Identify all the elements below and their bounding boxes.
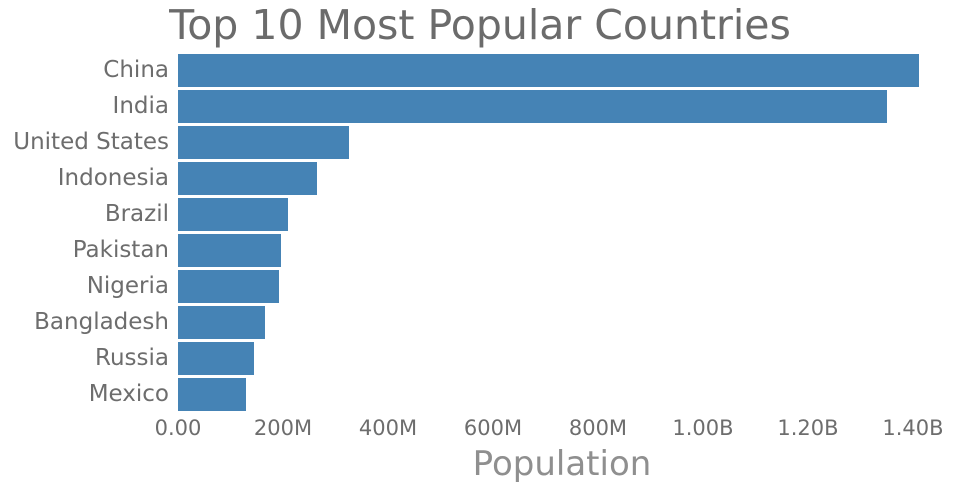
chart-row: United States: [0, 124, 960, 160]
bar-track: [178, 377, 946, 411]
bar-track: [178, 89, 946, 123]
category-label-russia: Russia: [95, 345, 169, 371]
bar-track: [178, 161, 946, 195]
category-label-pakistan: Pakistan: [72, 237, 169, 263]
bar-track: [178, 125, 946, 159]
category-label-india: India: [112, 93, 169, 119]
bar-track: [178, 233, 946, 267]
bar-track: [178, 53, 946, 87]
category-label-china: China: [103, 57, 169, 83]
chart-row: Pakistan: [0, 232, 960, 268]
chart-row: Brazil: [0, 196, 960, 232]
x-tick-label: 400M: [358, 416, 418, 440]
chart-plot-area: China India United States Indonesia Brazil Pa…: [0, 52, 960, 412]
chart-row: Mexico: [0, 376, 960, 412]
bar-track: [178, 197, 946, 231]
bar-mexico: [178, 377, 247, 411]
x-tick-label: 1.00B: [672, 416, 734, 440]
x-tick-label: 800M: [568, 416, 628, 440]
x-tick-label: 1.20B: [777, 416, 839, 440]
category-label-brazil: Brazil: [104, 201, 169, 227]
chart-row: Indonesia: [0, 160, 960, 196]
bar-track: [178, 341, 946, 375]
bar-track: [178, 305, 946, 339]
chart-title: Top 10 Most Popular Countries: [169, 1, 791, 49]
x-axis: 0.00 200M 400M 600M 800M 1.00B 1.20B 1.40B: [0, 412, 960, 444]
x-axis-label-row: Population: [0, 444, 960, 484]
chart-row: China: [0, 52, 960, 88]
axis-spacer: [0, 444, 178, 484]
bar-track: [178, 269, 946, 303]
category-label-indonesia: Indonesia: [57, 165, 169, 191]
bar-nigeria: [178, 269, 280, 303]
chart-row: India: [0, 88, 960, 124]
bar-indonesia: [178, 161, 317, 195]
bar-russia: [178, 341, 254, 375]
category-label-united-states: United States: [13, 129, 169, 155]
chart-row: Bangladesh: [0, 304, 960, 340]
chart-row: Nigeria: [0, 268, 960, 304]
bar-india: [178, 89, 887, 123]
x-tick-label: 1.40B: [882, 416, 944, 440]
x-tick-label: 600M: [463, 416, 523, 440]
axis-spacer: [0, 412, 178, 444]
x-tick-label: 200M: [253, 416, 313, 440]
x-axis-title: Population: [472, 444, 652, 484]
bar-pakistan: [178, 233, 282, 267]
bar-bangladesh: [178, 305, 265, 339]
bar-united-states: [178, 125, 349, 159]
x-axis-ticks: 0.00 200M 400M 600M 800M 1.00B 1.20B 1.40B: [155, 412, 946, 444]
chart-row: Russia: [0, 340, 960, 376]
category-label-bangladesh: Bangladesh: [34, 309, 169, 335]
bar-brazil: [178, 197, 289, 231]
x-tick-label: 0.00: [154, 416, 202, 440]
bar-china: [178, 53, 920, 87]
category-label-mexico: Mexico: [88, 381, 169, 407]
category-label-nigeria: Nigeria: [86, 273, 169, 299]
